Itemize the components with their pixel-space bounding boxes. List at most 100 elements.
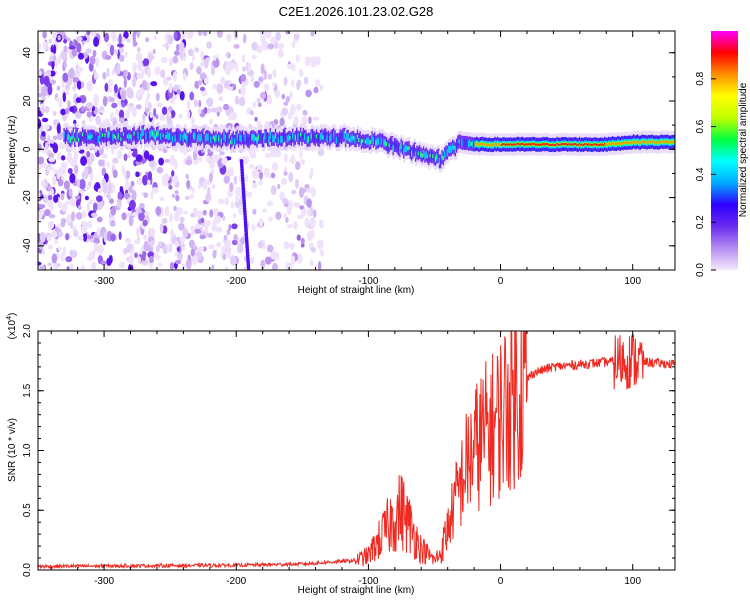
heatmap-cell (48, 157, 56, 163)
heatmap-cell (263, 83, 270, 92)
heatmap-cell (123, 77, 127, 88)
heatmap-cell (110, 112, 114, 120)
y-tick-label: 40 (22, 47, 33, 59)
heatmap-cell (171, 175, 179, 184)
heatmap-cell (164, 206, 170, 217)
heatmap-cell (200, 217, 205, 224)
heatmap-cell (416, 148, 419, 156)
heatmap-cell (123, 169, 127, 178)
heatmap-cell (618, 142, 621, 145)
heatmap-cell (310, 56, 317, 64)
heatmap-cell (69, 249, 74, 257)
heatmap-cell (167, 132, 171, 140)
heatmap-cell (523, 143, 526, 146)
heatmap-cell (131, 151, 138, 158)
heatmap-cell (436, 154, 439, 159)
heatmap-cell (38, 118, 42, 130)
heatmap-cell (131, 76, 137, 88)
heatmap-cell (666, 140, 669, 143)
heatmap-cell (240, 85, 246, 96)
heatmap-cell (179, 216, 185, 224)
heatmap-cell (118, 117, 125, 124)
heatmap-cell (195, 132, 198, 140)
heatmap-cell (66, 266, 70, 270)
heatmap-cell (121, 212, 127, 221)
heatmap-cell (65, 232, 69, 241)
heatmap-cell (155, 114, 159, 120)
heatmap-cell (277, 136, 280, 144)
heatmap-cell (297, 214, 304, 220)
x-tick-label: 0 (498, 576, 504, 587)
heatmap-cell (375, 140, 378, 145)
heatmap-cell (216, 83, 224, 94)
x-tick-label: 0 (498, 276, 504, 287)
heatmap-cell (47, 244, 53, 250)
heatmap-cell (247, 62, 252, 73)
heatmap-cell (481, 142, 484, 145)
heatmap-cell (143, 240, 150, 252)
heatmap-cell (502, 143, 505, 146)
heatmap-cell (164, 158, 170, 163)
heatmap-cell (449, 145, 452, 153)
heatmap-cell (370, 140, 373, 145)
heatmap-cell (269, 131, 272, 139)
heatmap-cell (663, 140, 666, 143)
heatmap-cell (90, 212, 98, 218)
heatmap-cell (186, 99, 191, 110)
heatmap-cell (39, 232, 46, 243)
heatmap-cell (158, 133, 161, 141)
heatmap-cell (334, 133, 337, 141)
heatmap-cell (68, 68, 75, 79)
heatmap-cell (205, 155, 212, 163)
heatmap-cell (128, 150, 133, 157)
heatmap-cell (621, 141, 624, 144)
heatmap-cell (222, 103, 230, 111)
heatmap-cell (163, 131, 167, 139)
heatmap-cell (161, 106, 168, 116)
heatmap-cell (76, 42, 82, 53)
heatmap-cell (396, 143, 399, 151)
heatmap-cell (292, 221, 298, 230)
heatmap-cell (127, 105, 133, 112)
heatmap-cell (118, 261, 126, 269)
heatmap-cell (380, 137, 383, 145)
heatmap-cell (266, 135, 270, 143)
heatmap-cell (156, 166, 164, 174)
heatmap-cell (330, 133, 333, 141)
x-tick-label: 100 (624, 276, 641, 287)
heatmap-cell (543, 142, 546, 145)
heatmap-cell (547, 143, 550, 146)
heatmap-cell (212, 154, 220, 163)
heatmap-cell (97, 188, 103, 195)
heatmap-cell (263, 69, 267, 80)
heatmap-cell (463, 139, 467, 147)
heatmap-cell (143, 150, 150, 160)
heatmap-cell (136, 31, 141, 38)
heatmap-cell (142, 174, 148, 186)
heatmap-cell (326, 135, 329, 143)
heatmap-cell (52, 175, 57, 186)
heatmap-cell (288, 134, 291, 142)
heatmap-cell (94, 72, 99, 79)
heatmap-cell (94, 100, 99, 107)
heatmap-cell (516, 142, 519, 145)
heatmap-cell (233, 43, 240, 49)
heatmap-cell (110, 206, 117, 216)
heatmap-cell (95, 135, 98, 143)
heatmap-cell (74, 31, 80, 35)
y-tick-label: -20 (22, 190, 33, 205)
heatmap-cell (525, 143, 529, 146)
heatmap-cell (603, 142, 607, 145)
heatmap-cell (89, 55, 96, 65)
heatmap-cell (86, 111, 93, 118)
heatmap-cell (283, 241, 290, 250)
heatmap-cell (474, 143, 477, 146)
heatmap-cell (49, 56, 54, 62)
heatmap-cell (296, 103, 302, 111)
heatmap-cell (102, 71, 107, 80)
heatmap-cell (243, 137, 246, 145)
heatmap-cell (62, 246, 67, 256)
heatmap-cell (68, 188, 73, 197)
heatmap-cell (270, 135, 274, 143)
heatmap-cell (309, 259, 314, 267)
